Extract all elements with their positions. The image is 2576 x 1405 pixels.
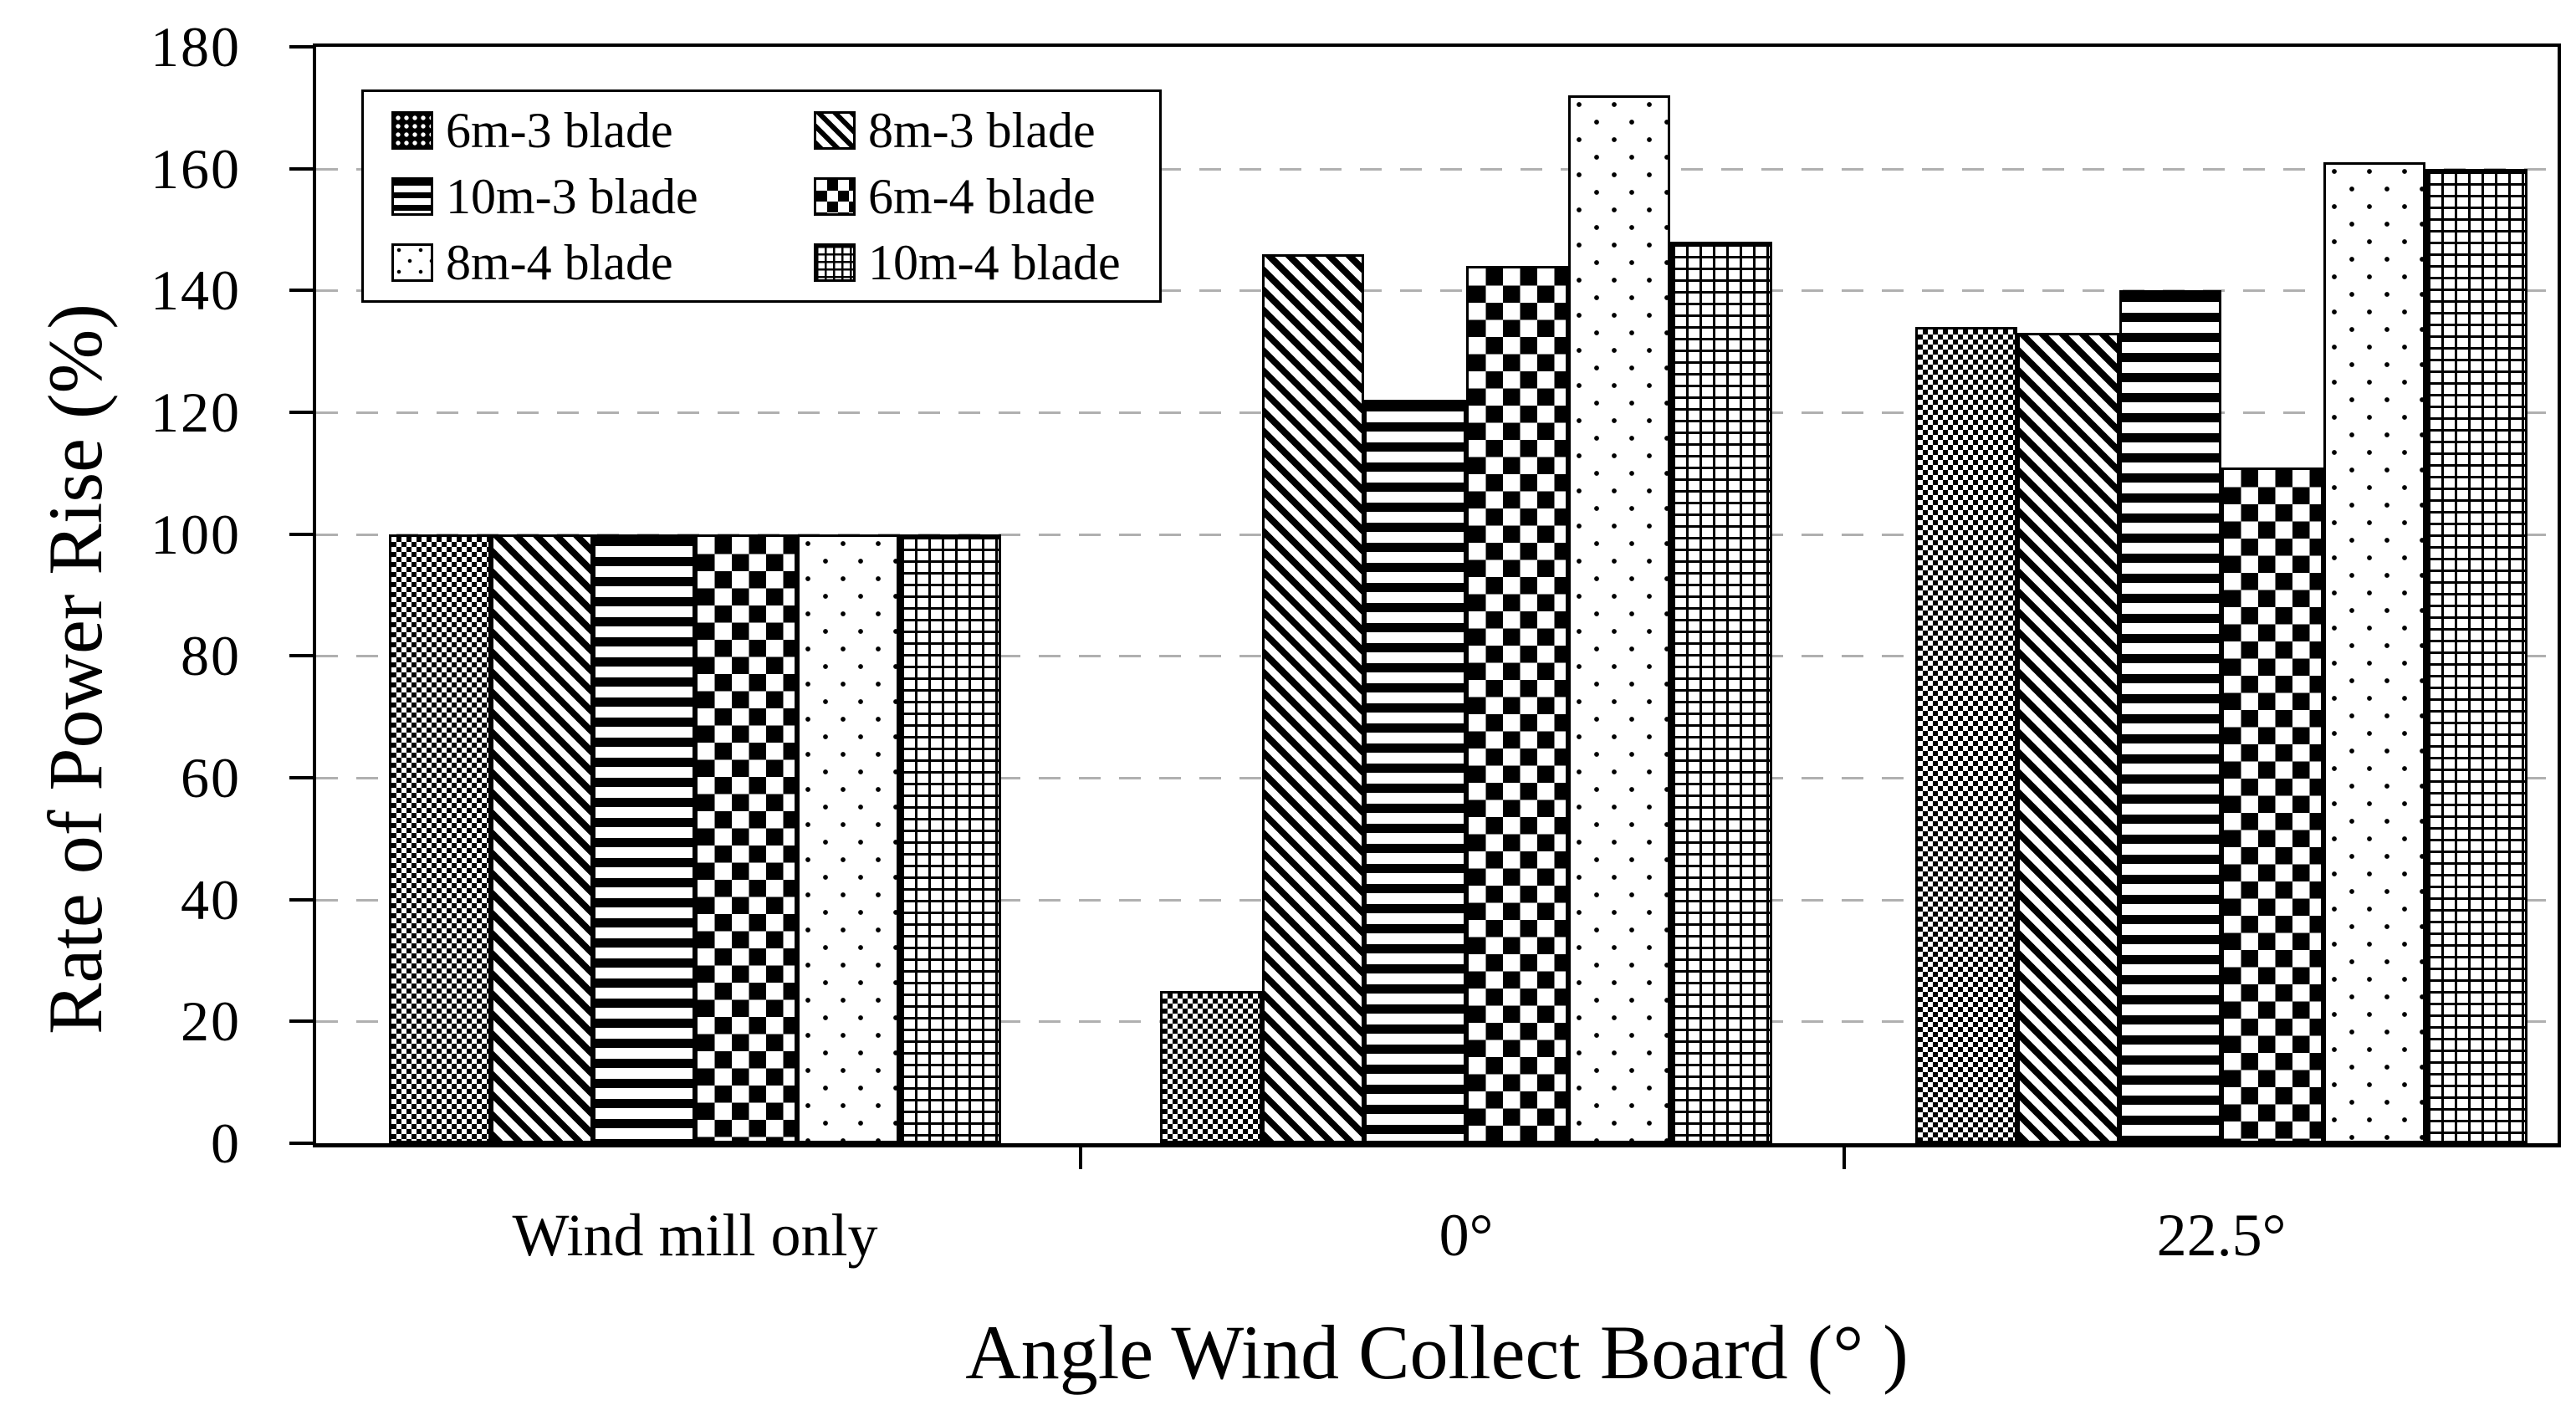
legend-label: 6m-4 blade (868, 168, 1096, 224)
bar-6m-4-blade-22.5° (2221, 467, 2323, 1143)
legend-item-10m-3-blade: 10m-3 blade (391, 163, 814, 229)
x-tick-mark-2 (1842, 1147, 1846, 1169)
bar-8m-4-blade-Wind-mill-only (797, 534, 899, 1143)
bar-8m-3-blade-Wind-mill-only (491, 534, 593, 1143)
bar-8m-3-blade-0° (1262, 253, 1364, 1143)
y-tick-label-80: 80 (181, 624, 241, 688)
legend-swatch-sparse-dots-icon (391, 243, 433, 282)
x-tick-mark-1 (1079, 1147, 1082, 1169)
bar-10m-3-blade-0° (1364, 400, 1466, 1143)
y-tick-label-180: 180 (151, 15, 241, 79)
bar-6m-4-blade-0° (1466, 266, 1568, 1143)
y-tick-mark-60 (289, 776, 313, 779)
y-tick-label-60: 60 (181, 746, 241, 810)
bar-8m-3-blade-22.5° (2017, 333, 2119, 1143)
legend-label: 8m-3 blade (868, 102, 1096, 158)
y-tick-mark-100 (289, 532, 313, 536)
y-tick-mark-80 (289, 654, 313, 658)
x-tick-label-0°: 0° (1439, 1202, 1494, 1269)
x-axis-title: Angle Wind Collect Board (° ) (965, 1310, 1909, 1395)
legend-item-6m-4-blade: 6m-4 blade (814, 163, 1159, 229)
legend-swatch-checkerboard-icon (814, 176, 856, 216)
legend-item-6m-3-blade: 6m-3 blade (391, 97, 814, 163)
legend-swatch-fine-checker-dots-icon (391, 110, 433, 150)
bar-10m-3-blade-22.5° (2119, 290, 2221, 1143)
bar-8m-4-blade-22.5° (2323, 162, 2425, 1143)
y-tick-mark-160 (289, 166, 313, 171)
bar-10m-3-blade-Wind-mill-only (593, 534, 695, 1143)
legend-swatch-grid-hatch-icon (814, 243, 856, 282)
bar-6m-3-blade-Wind-mill-only (389, 534, 491, 1143)
gridline-140 (316, 289, 2558, 293)
bar-10m-4-blade-22.5° (2425, 168, 2527, 1143)
y-tick-mark-0 (289, 1142, 313, 1145)
bar-6m-3-blade-22.5° (1915, 327, 2017, 1143)
legend-label: 6m-3 blade (446, 102, 673, 158)
y-tick-label-100: 100 (151, 502, 241, 566)
bar-6m-4-blade-Wind-mill-only (695, 534, 797, 1143)
y-tick-label-0: 0 (211, 1111, 241, 1175)
y-tick-label-160: 160 (151, 136, 241, 201)
legend-swatch-diagonal-stripes-icon (814, 110, 856, 150)
legend-label: 10m-3 blade (446, 168, 698, 224)
x-tick-label-Wind-mill-only: Wind mill only (512, 1202, 878, 1269)
y-tick-label-120: 120 (151, 381, 241, 444)
legend-label: 10m-4 blade (868, 234, 1121, 290)
bar-8m-4-blade-0° (1568, 95, 1670, 1143)
y-tick-label-40: 40 (181, 867, 241, 932)
y-tick-mark-180 (289, 45, 313, 49)
legend-item-8m-3-blade: 8m-3 blade (814, 97, 1159, 163)
legend-swatch-horizontal-stripes-icon (391, 176, 433, 216)
y-tick-mark-40 (289, 897, 313, 902)
legend-item-10m-4-blade: 10m-4 blade (814, 229, 1159, 295)
y-tick-label-20: 20 (181, 989, 241, 1054)
gridline-160 (316, 167, 2558, 171)
y-tick-label-140: 140 (151, 258, 241, 323)
bar-10m-4-blade-Wind-mill-only (899, 534, 1001, 1143)
plot-area: 6m-3 blade 8m-3 blade 10m-3 blade 6m-4 blad… (289, 43, 2561, 1169)
legend: 6m-3 blade 8m-3 blade 10m-3 blade 6m-4 blad… (361, 89, 1162, 303)
y-tick-mark-140 (289, 289, 313, 293)
legend-label: 8m-4 blade (446, 234, 673, 290)
y-tick-mark-20 (289, 1019, 313, 1024)
y-tick-mark-120 (289, 411, 313, 414)
x-tick-label-22.5°: 22.5° (2156, 1202, 2287, 1269)
legend-item-8m-4-blade: 8m-4 blade (391, 229, 814, 295)
bar-6m-3-blade-0° (1160, 990, 1262, 1143)
bar-10m-4-blade-0° (1670, 242, 1772, 1143)
